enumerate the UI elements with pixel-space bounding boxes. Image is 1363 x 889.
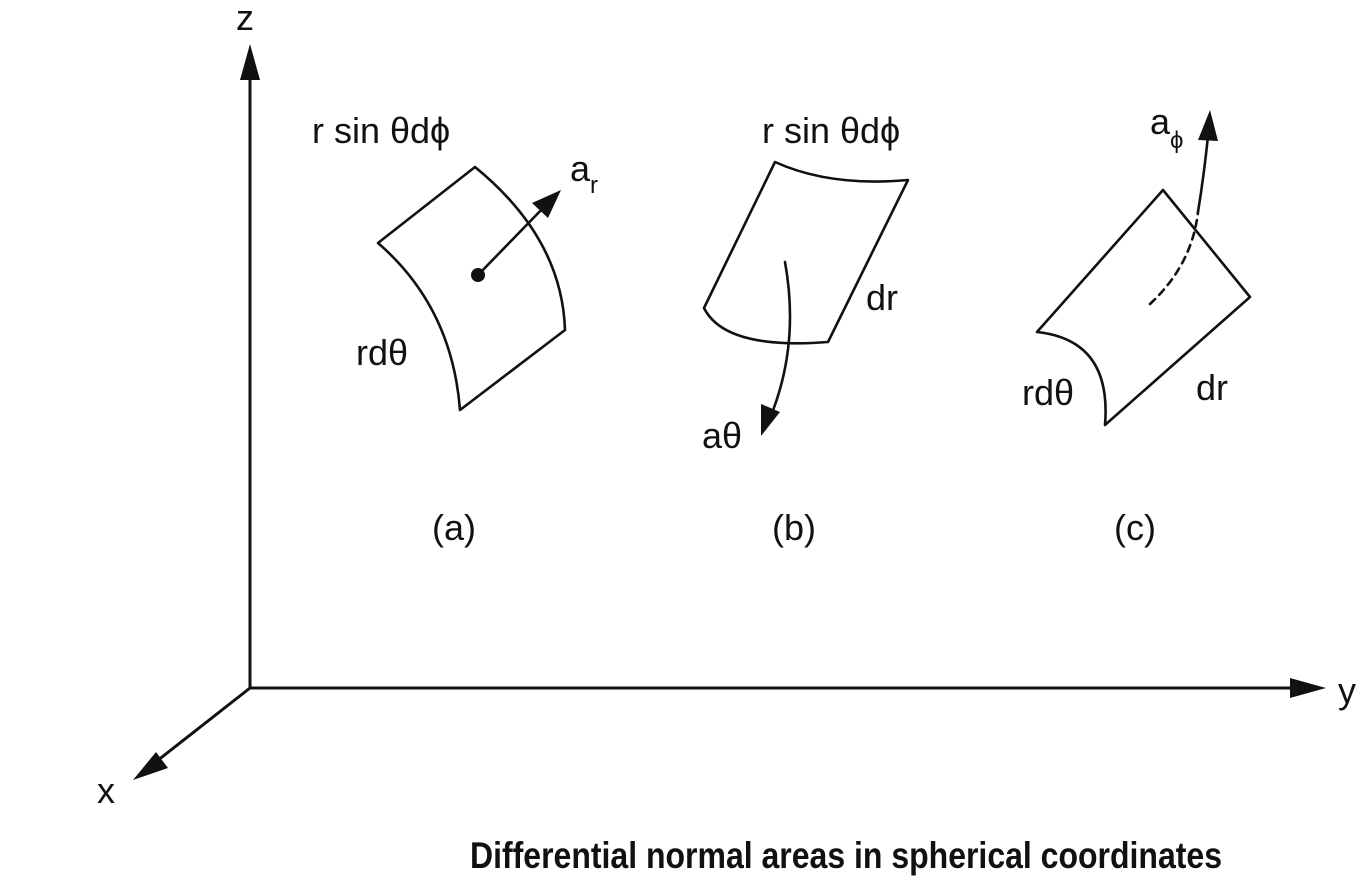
x-axis-label: x xyxy=(97,770,115,811)
panel-b-side-label: dr xyxy=(866,277,898,318)
y-axis-arrowhead xyxy=(1290,678,1326,698)
atheta-vector xyxy=(768,260,792,420)
ar-vector xyxy=(476,203,548,277)
z-axis-arrowhead xyxy=(240,44,260,80)
aphi-arrowhead xyxy=(1198,110,1218,141)
aphi-vector-hidden xyxy=(1148,210,1200,306)
panel-c-caption: (c) xyxy=(1114,507,1156,548)
ar-label: ar xyxy=(570,148,598,199)
ar-arrowhead xyxy=(532,190,561,218)
panel-c-right-label: dr xyxy=(1196,367,1228,408)
panel-a-caption: (a) xyxy=(432,507,476,548)
panel-a: r sin θdϕ rdθ ar (a) xyxy=(312,110,598,548)
figure-caption: Differential normal areas in spherical c… xyxy=(470,835,1222,876)
aphi-label: aϕ xyxy=(1150,101,1183,154)
panel-c-left-label: rdθ xyxy=(1022,372,1074,413)
x-axis-arrowhead xyxy=(133,752,168,780)
area-element-a xyxy=(376,165,567,412)
area-element-b xyxy=(702,160,910,345)
atheta-label: aθ xyxy=(702,415,742,456)
panel-a-side-label: rdθ xyxy=(356,332,408,373)
panel-b-top-label: r sin θdϕ xyxy=(762,110,900,151)
panel-a-top-label: r sin θdϕ xyxy=(312,110,450,151)
y-axis-label: y xyxy=(1338,670,1356,711)
aphi-vector xyxy=(1196,134,1210,214)
z-axis-label: z xyxy=(236,0,254,38)
panel-c: aϕ rdθ dr (c) xyxy=(1022,101,1252,548)
coordinate-axes: z y x xyxy=(97,0,1356,811)
panel-b-caption: (b) xyxy=(772,507,816,548)
area-element-c xyxy=(1035,188,1252,427)
panel-b: r sin θdϕ dr aθ (b) xyxy=(702,110,910,548)
x-axis xyxy=(147,686,251,770)
atheta-arrowhead xyxy=(761,404,780,436)
